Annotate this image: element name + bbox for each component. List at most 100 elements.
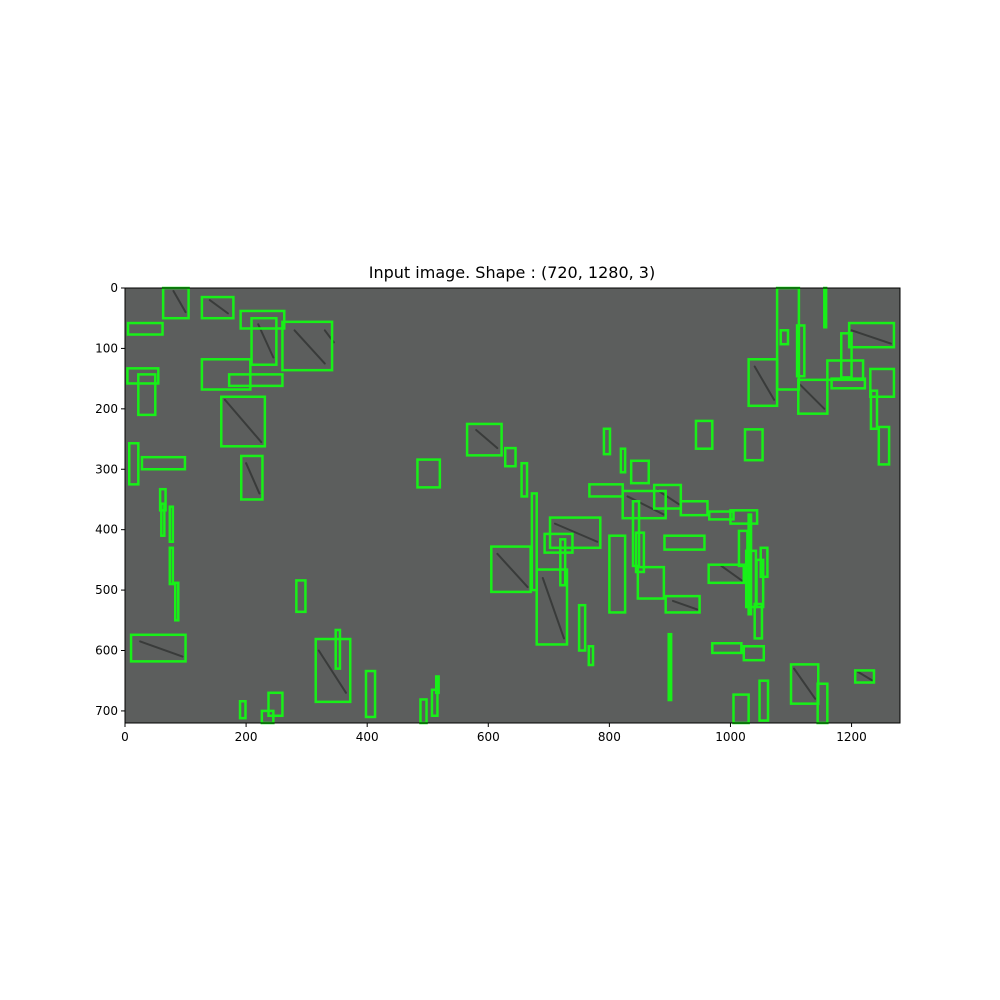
cell: [753, 365, 776, 401]
bounding-box: [137, 373, 157, 417]
y-tick-label: 400: [95, 523, 118, 537]
bounding-box: [160, 502, 166, 537]
bounding-box: [267, 691, 284, 718]
y-tick-label: 700: [95, 704, 118, 718]
bounding-box: [629, 459, 650, 485]
x-tick-label: 200: [235, 730, 258, 744]
cell: [626, 495, 665, 516]
bounding-box: [334, 628, 342, 670]
bounding-box: [667, 632, 673, 702]
bounding-box: [853, 669, 876, 684]
bounding-box: [707, 563, 746, 585]
y-tick-label: 600: [95, 644, 118, 658]
y-tick-label: 500: [95, 583, 118, 597]
x-axis: 0 200 400 600 800 1000 1200: [121, 723, 867, 744]
y-tick-label: 300: [95, 462, 118, 476]
bounding-box: [520, 461, 529, 498]
bounding-box: [877, 425, 891, 466]
y-tick-label: 200: [95, 402, 118, 416]
x-tick-label: 1000: [715, 730, 746, 744]
bounding-box: [364, 669, 377, 719]
bounding-box: [430, 688, 439, 717]
bounding-box: [281, 320, 334, 372]
bounding-box: [168, 505, 175, 544]
x-tick-label: 600: [477, 730, 500, 744]
x-tick-label: 800: [598, 730, 621, 744]
cell: [553, 522, 599, 543]
bounding-box: [663, 534, 706, 551]
bounding-box: [227, 373, 284, 388]
bounding-box: [220, 395, 267, 448]
bounding-box: [602, 427, 612, 456]
image-background: [125, 288, 900, 723]
bounding-box: [847, 321, 896, 349]
bounding-box: [779, 329, 790, 346]
cell: [496, 552, 529, 589]
bounding-box: [729, 509, 759, 525]
bounding-box: [652, 483, 683, 510]
cell: [475, 428, 499, 450]
bounding-box: [679, 500, 709, 517]
bounding-box: [314, 637, 352, 704]
cell: [172, 290, 187, 314]
bounding-box: [823, 286, 828, 329]
bounding-box: [530, 492, 538, 592]
cell: [850, 329, 892, 345]
bounding-box: [840, 332, 853, 379]
x-tick-label: 1200: [836, 730, 867, 744]
x-tick-label: 400: [356, 730, 379, 744]
bounding-box: [129, 633, 187, 663]
bounding-box: [621, 489, 667, 520]
cell: [139, 640, 184, 658]
bounding-box: [577, 603, 587, 652]
bounding-box: [795, 324, 806, 378]
cell: [656, 489, 681, 506]
bounding-box: [634, 531, 646, 574]
bounding-box: [503, 446, 517, 468]
y-tick-label: 0: [110, 281, 118, 295]
bounding-box: [416, 458, 442, 489]
cell: [208, 299, 229, 315]
bounding-box: [548, 516, 602, 550]
bounding-box: [174, 581, 180, 622]
bounding-box: [434, 675, 440, 695]
cell: [671, 599, 699, 611]
bounding-box: [126, 367, 160, 385]
bounding-box: [535, 568, 569, 646]
bounding-box: [869, 367, 896, 399]
bounding-box: [619, 447, 627, 474]
cell: [317, 649, 347, 694]
cell: [720, 564, 744, 583]
bounding-box: [250, 316, 278, 366]
plot-area: [124, 286, 901, 725]
bounding-box: [127, 442, 140, 486]
cell: [856, 670, 874, 682]
cell: [245, 462, 261, 495]
cell: [257, 323, 275, 359]
bounding-box: [240, 454, 264, 501]
bounding-box: [200, 295, 235, 320]
x-tick-label: 0: [121, 730, 129, 744]
bounding-box: [636, 565, 666, 600]
y-axis: 0 100 200 300 400 500 600 700: [95, 281, 125, 718]
cell: [799, 383, 826, 410]
bounding-box: [797, 378, 829, 415]
cell: [223, 398, 263, 444]
bounding-box: [747, 513, 753, 616]
cell: [541, 577, 565, 640]
bounding-box: [239, 309, 286, 330]
axes-frame: [124, 287, 901, 724]
bounding-box: [465, 422, 503, 457]
bounding-box: [758, 679, 770, 722]
bounding-box: [126, 321, 164, 336]
cell: [293, 329, 326, 365]
bounding-box: [759, 546, 769, 579]
bounding-box: [742, 645, 766, 662]
bounding-box: [140, 455, 187, 471]
bounding-box: [753, 602, 764, 640]
cell-layer: [139, 290, 892, 700]
y-tick-label: 100: [95, 341, 118, 355]
bounding-box: [708, 510, 735, 521]
bounding-box: [711, 642, 743, 655]
